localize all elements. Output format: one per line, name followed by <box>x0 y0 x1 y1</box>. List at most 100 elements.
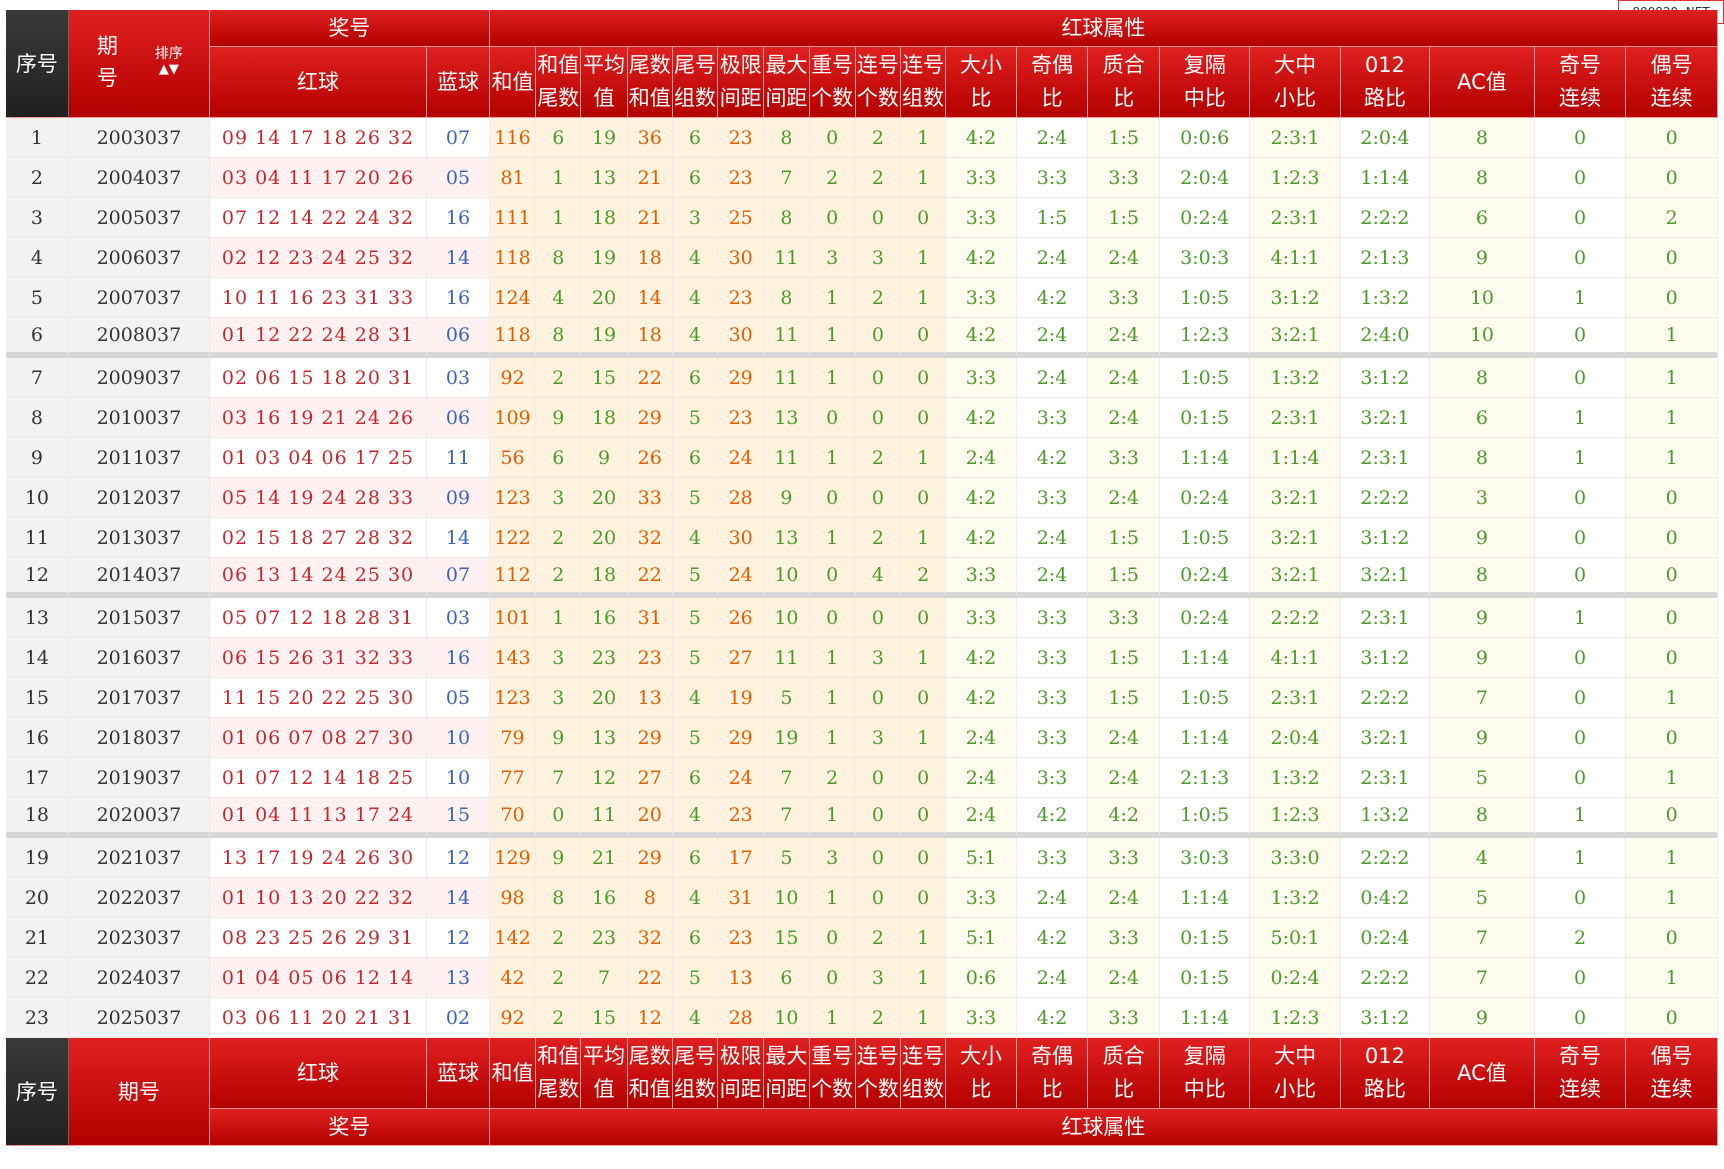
cell-issue: 2016037 <box>68 638 210 678</box>
table-row[interactable]: 9 2011037 01 03 04 06 17 25 11 56 6 9 26 6 24 11 1 2… <box>6 438 1718 478</box>
cell-red-balls: 03 06 11 20 21 31 <box>209 998 428 1038</box>
table-row[interactable]: 15 2017037 11 15 20 22 25 30 05 123 3 20 13 4 19 5… <box>6 678 1718 718</box>
table-row[interactable]: 13 2015037 05 07 12 18 28 31 03 101 1 16 31 5 26 1… <box>6 598 1718 638</box>
cell-blue-ball: 16 <box>427 638 490 678</box>
cell-attr-7: 0 <box>809 198 856 238</box>
cell-attr-0: 112 <box>489 558 537 598</box>
table-row[interactable]: 7 2009037 02 06 15 18 20 31 03 92 2 15 22 6 29 11 1… <box>6 358 1718 398</box>
cell-attr-11: 3:3 <box>1016 158 1089 198</box>
footer-col-15-line2: 路比 <box>1363 1077 1406 1101</box>
table-row[interactable]: 17 2019037 01 07 12 14 18 25 10 77 7 12 27 6 24 7 2… <box>6 758 1718 798</box>
cell-attr-14: 1:2:3 <box>1250 798 1341 838</box>
footer-col-9-line2: 组数 <box>902 1077 945 1101</box>
table-row[interactable]: 8 2010037 03 16 19 21 24 26 06 109 9 18 29 5 23 13… <box>6 398 1718 438</box>
cell-attr-15: 0:2:4 <box>1340 918 1431 958</box>
footer-col-14: 大中 小比 <box>1250 1038 1341 1109</box>
footer-col-13-line1: 复隔 <box>1183 1044 1226 1068</box>
header-seq: 序号 <box>6 10 69 118</box>
footer-blue-ball: 蓝球 <box>427 1038 490 1109</box>
cell-attr-8: 0 <box>855 478 902 518</box>
cell-attr-14: 3:2:1 <box>1250 518 1341 558</box>
cell-attr-16: 8 <box>1430 798 1535 838</box>
cell-seq: 3 <box>6 198 69 238</box>
table-row[interactable]: 23 2025037 03 06 11 20 21 31 02 92 2 15 12 4 28 10… <box>6 998 1718 1038</box>
cell-attr-4: 5 <box>672 398 719 438</box>
header-issue-sort[interactable]: 期 号 排序 ▲▼ <box>68 10 210 118</box>
cell-attr-10: 2:4 <box>946 758 1017 798</box>
footer-col-16-line1: AC值 <box>1457 1060 1507 1085</box>
cell-attr-0: 143 <box>489 638 537 678</box>
table-row[interactable]: 1 2003037 09 14 17 18 26 32 07 116 6 19 36 6 23 8 0… <box>6 118 1718 158</box>
cell-attr-4: 6 <box>672 358 719 398</box>
cell-attr-18: 1 <box>1626 758 1718 798</box>
table-row[interactable]: 2 2004037 03 04 11 17 20 26 05 81 1 13 21 6 23 7 2 2… <box>6 158 1718 198</box>
cell-red-balls: 01 04 05 06 12 14 <box>209 958 428 998</box>
cell-blue-ball: 13 <box>427 958 490 998</box>
cell-attr-6: 6 <box>764 958 810 998</box>
table-row[interactable]: 3 2005037 07 12 14 22 24 32 16 111 1 18 21 3 25 8 0… <box>6 198 1718 238</box>
cell-attr-2: 21 <box>581 838 628 878</box>
cell-attr-18: 0 <box>1626 638 1718 678</box>
cell-attr-14: 2:3:1 <box>1250 398 1341 438</box>
cell-attr-14: 4:1:1 <box>1250 238 1341 278</box>
header-col-12-line2: 比 <box>1113 86 1135 110</box>
cell-attr-13: 2:1:3 <box>1160 758 1251 798</box>
header-col-4: 尾号 组数 <box>672 47 719 118</box>
footer-col-6-line2: 间距 <box>765 1077 808 1101</box>
table-row[interactable]: 14 2016037 06 15 26 31 32 33 16 143 3 23 23 5 27 1… <box>6 638 1718 678</box>
table-row[interactable]: 11 2013037 02 15 18 27 28 32 14 122 2 20 32 4 30 1… <box>6 518 1718 558</box>
cell-red-balls: 02 12 23 24 25 32 <box>209 238 428 278</box>
cell-attr-17: 0 <box>1534 238 1627 278</box>
footer-col-11: 奇偶比 <box>1016 1038 1089 1109</box>
cell-attr-6: 8 <box>764 118 810 158</box>
cell-attr-7: 1 <box>809 278 856 318</box>
cell-attr-8: 2 <box>855 118 902 158</box>
table-row[interactable]: 21 2023037 08 23 25 26 29 31 12 142 2 23 32 6 23 1… <box>6 918 1718 958</box>
cell-attr-0: 118 <box>489 318 537 358</box>
cell-attr-0: 98 <box>489 878 537 918</box>
table-row[interactable]: 16 2018037 01 06 07 08 27 30 10 79 9 13 29 5 29 19… <box>6 718 1718 758</box>
table-row[interactable]: 18 2020037 01 04 11 13 17 24 15 70 0 11 20 4 23 7 1… <box>6 798 1718 838</box>
cell-attr-12: 1:5 <box>1088 638 1161 678</box>
cell-attr-9: 0 <box>901 398 947 438</box>
cell-attr-0: 142 <box>489 918 537 958</box>
cell-attr-14: 1:3:2 <box>1250 358 1341 398</box>
cell-attr-12: 2:4 <box>1088 758 1161 798</box>
cell-attr-15: 2:1:3 <box>1340 238 1431 278</box>
cell-attr-4: 6 <box>672 838 719 878</box>
table-row[interactable]: 6 2008037 01 12 22 24 28 31 06 118 8 19 18 4 30 11… <box>6 318 1718 358</box>
cell-attr-8: 0 <box>855 398 902 438</box>
cell-attr-3: 18 <box>627 238 673 278</box>
cell-attr-14: 2:3:1 <box>1250 678 1341 718</box>
cell-attr-10: 4:2 <box>946 678 1017 718</box>
cell-attr-12: 2:4 <box>1088 318 1161 358</box>
table-row[interactable]: 12 2014037 06 13 14 24 25 30 07 112 2 18 22 5 24 1… <box>6 558 1718 598</box>
sort-icon[interactable]: 排序 ▲▼ <box>155 46 183 77</box>
table-row[interactable]: 10 2012037 05 14 19 24 28 33 09 123 3 20 33 5 28 9… <box>6 478 1718 518</box>
table-row[interactable]: 20 2022037 01 10 13 20 22 32 14 98 8 16 8 4 31 10 1… <box>6 878 1718 918</box>
table-row[interactable]: 22 2024037 01 04 05 06 12 14 13 42 2 7 22 5 13 6 0 3… <box>6 958 1718 998</box>
cell-attr-4: 6 <box>672 758 719 798</box>
cell-attr-8: 0 <box>855 758 902 798</box>
cell-attr-10: 4:2 <box>946 318 1017 358</box>
table-body: 1 2003037 09 14 17 18 26 32 07 116 6 19 36 6 23 8 0… <box>6 118 1718 1038</box>
table-row[interactable]: 19 2021037 13 17 19 24 26 30 12 129 9 21 29 6 17 5… <box>6 838 1718 878</box>
cell-blue-ball: 15 <box>427 798 490 838</box>
cell-attr-10: 4:2 <box>946 478 1017 518</box>
footer-col-4-line1: 尾号 <box>673 1044 716 1068</box>
footer-col-15: 012 路比 <box>1340 1038 1431 1109</box>
cell-attr-5: 19 <box>718 678 765 718</box>
cell-attr-15: 3:2:1 <box>1340 558 1431 598</box>
cell-attr-10: 3:3 <box>946 998 1017 1038</box>
header-col-15-line1: 012 <box>1364 53 1405 77</box>
cell-red-balls: 10 11 16 23 31 33 <box>209 278 428 318</box>
cell-attr-15: 3:1:2 <box>1340 518 1431 558</box>
cell-attr-5: 30 <box>718 518 765 558</box>
header-col-2: 平均值 <box>581 47 628 118</box>
cell-red-balls: 05 07 12 18 28 31 <box>209 598 428 638</box>
cell-attr-18: 1 <box>1626 398 1718 438</box>
table-row[interactable]: 5 2007037 10 11 16 23 31 33 16 124 4 20 14 4 23 8 1… <box>6 278 1718 318</box>
footer-col-13-line2: 中比 <box>1183 1077 1226 1101</box>
table-row[interactable]: 4 2006037 02 12 23 24 25 32 14 118 8 19 18 4 30 11… <box>6 238 1718 278</box>
cell-issue: 2014037 <box>68 558 210 598</box>
